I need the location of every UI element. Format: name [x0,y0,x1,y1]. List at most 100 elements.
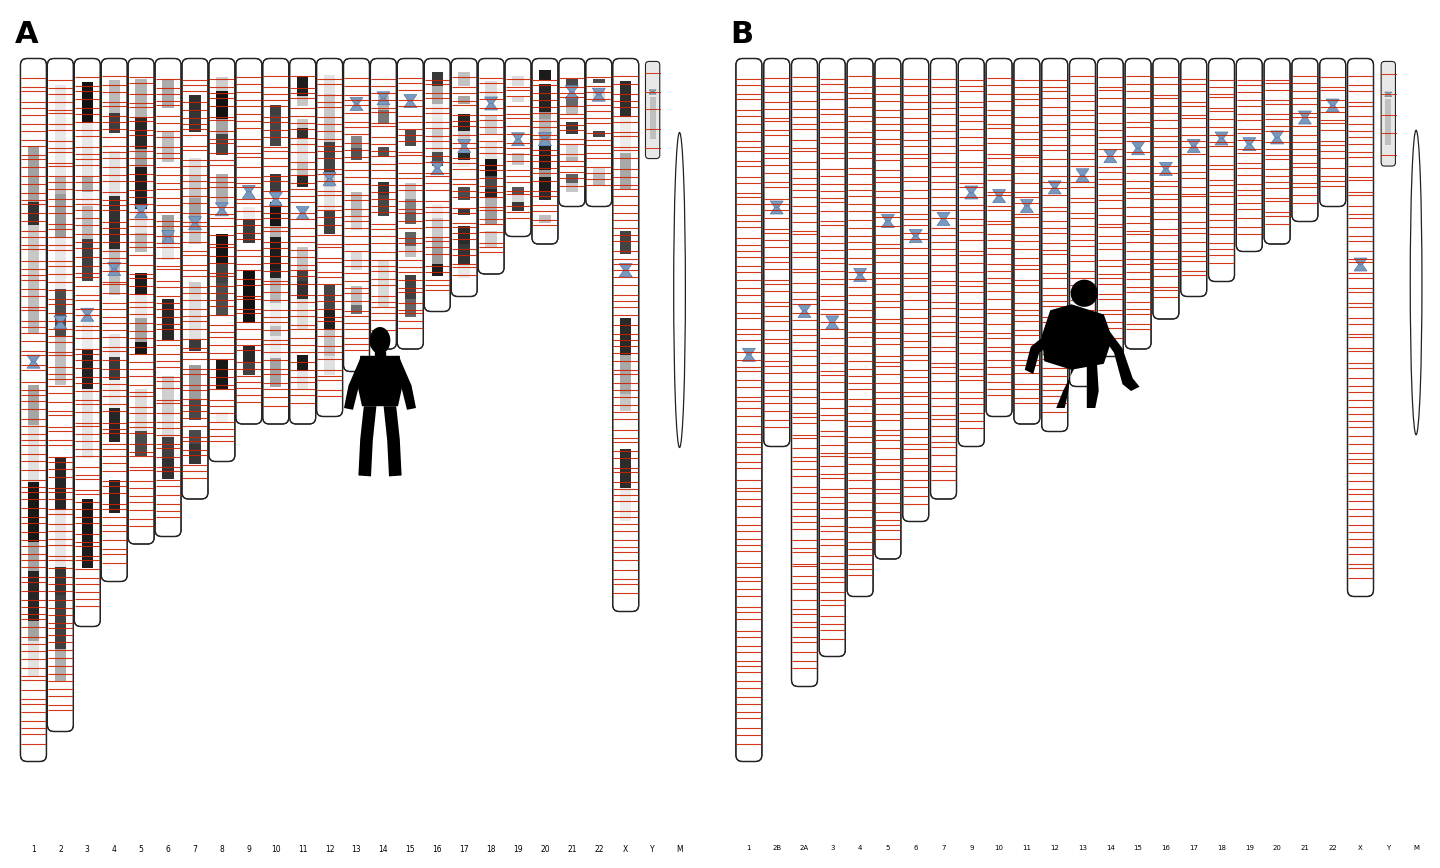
FancyBboxPatch shape [1070,58,1096,386]
FancyBboxPatch shape [48,58,73,732]
Polygon shape [1021,200,1034,206]
Bar [243,363,255,375]
Text: B: B [730,20,753,49]
FancyBboxPatch shape [236,58,262,424]
Bar [82,82,94,123]
Bar [297,247,308,270]
Bar [297,299,308,329]
Polygon shape [592,95,605,102]
Polygon shape [53,316,66,322]
Text: 4: 4 [112,845,117,854]
Bar [377,181,389,195]
FancyBboxPatch shape [397,58,423,349]
Bar [566,174,577,183]
Text: 5: 5 [886,845,890,851]
FancyBboxPatch shape [75,58,101,627]
Polygon shape [1385,95,1392,96]
Polygon shape [161,231,174,237]
Polygon shape [937,213,950,219]
Bar [621,232,631,254]
Bar [189,365,200,400]
Polygon shape [350,104,363,110]
Text: 6: 6 [913,845,917,851]
Bar [297,280,308,299]
Text: 8: 8 [219,845,225,854]
Text: 7: 7 [193,845,197,854]
FancyBboxPatch shape [819,58,845,656]
Text: 1: 1 [747,845,752,851]
Text: 16: 16 [432,845,442,854]
Polygon shape [1354,258,1367,265]
Bar [377,195,389,216]
Bar [108,380,120,408]
Polygon shape [135,212,148,218]
Polygon shape [1187,146,1200,153]
Bar [621,450,631,488]
Bar [297,76,308,96]
FancyBboxPatch shape [505,58,531,236]
Text: 12: 12 [325,845,334,854]
Text: Y: Y [1387,845,1391,851]
FancyBboxPatch shape [1181,58,1207,297]
Polygon shape [383,406,402,477]
Polygon shape [1215,139,1228,145]
Text: 2B: 2B [772,845,782,851]
FancyBboxPatch shape [370,58,396,349]
FancyBboxPatch shape [876,58,901,559]
Polygon shape [374,352,386,356]
Bar [1385,99,1391,145]
Polygon shape [825,322,838,329]
Text: 21: 21 [567,845,576,854]
Bar [432,204,444,218]
Bar [271,237,281,269]
Polygon shape [1076,175,1089,181]
Polygon shape [216,203,229,209]
Text: 19: 19 [1244,845,1254,851]
Bar [539,146,550,156]
Bar [189,198,200,220]
FancyBboxPatch shape [1208,58,1234,281]
Polygon shape [1076,168,1089,175]
Polygon shape [485,103,498,110]
Polygon shape [1159,169,1172,175]
Polygon shape [1215,132,1228,139]
Bar [297,175,308,187]
Bar [108,81,120,113]
Polygon shape [359,406,376,477]
Bar [82,192,94,207]
FancyBboxPatch shape [1125,58,1151,349]
Bar [405,129,416,146]
Polygon shape [1102,332,1139,391]
FancyBboxPatch shape [101,58,127,582]
Polygon shape [1326,106,1339,112]
FancyBboxPatch shape [181,58,207,499]
Bar [27,146,39,201]
Bar [189,319,200,340]
Bar [485,159,497,176]
Bar [458,153,469,160]
Bar [485,142,497,159]
Polygon shape [27,355,40,362]
Polygon shape [1270,131,1283,137]
Bar [513,202,524,211]
Polygon shape [992,196,1005,202]
Bar [189,400,200,419]
Bar [405,299,416,317]
Bar [324,285,336,310]
Polygon shape [1132,141,1145,148]
Bar [539,192,550,201]
Polygon shape [592,89,605,95]
Polygon shape [1025,336,1051,374]
Bar [351,306,363,314]
Polygon shape [269,193,282,199]
Bar [432,218,444,238]
Polygon shape [1243,144,1256,151]
Text: 2: 2 [58,845,63,854]
Bar [324,356,336,375]
Bar [55,595,66,649]
Bar [432,86,444,104]
Bar [432,248,444,264]
Bar [55,649,66,681]
Bar [539,177,550,192]
Bar [55,177,66,194]
